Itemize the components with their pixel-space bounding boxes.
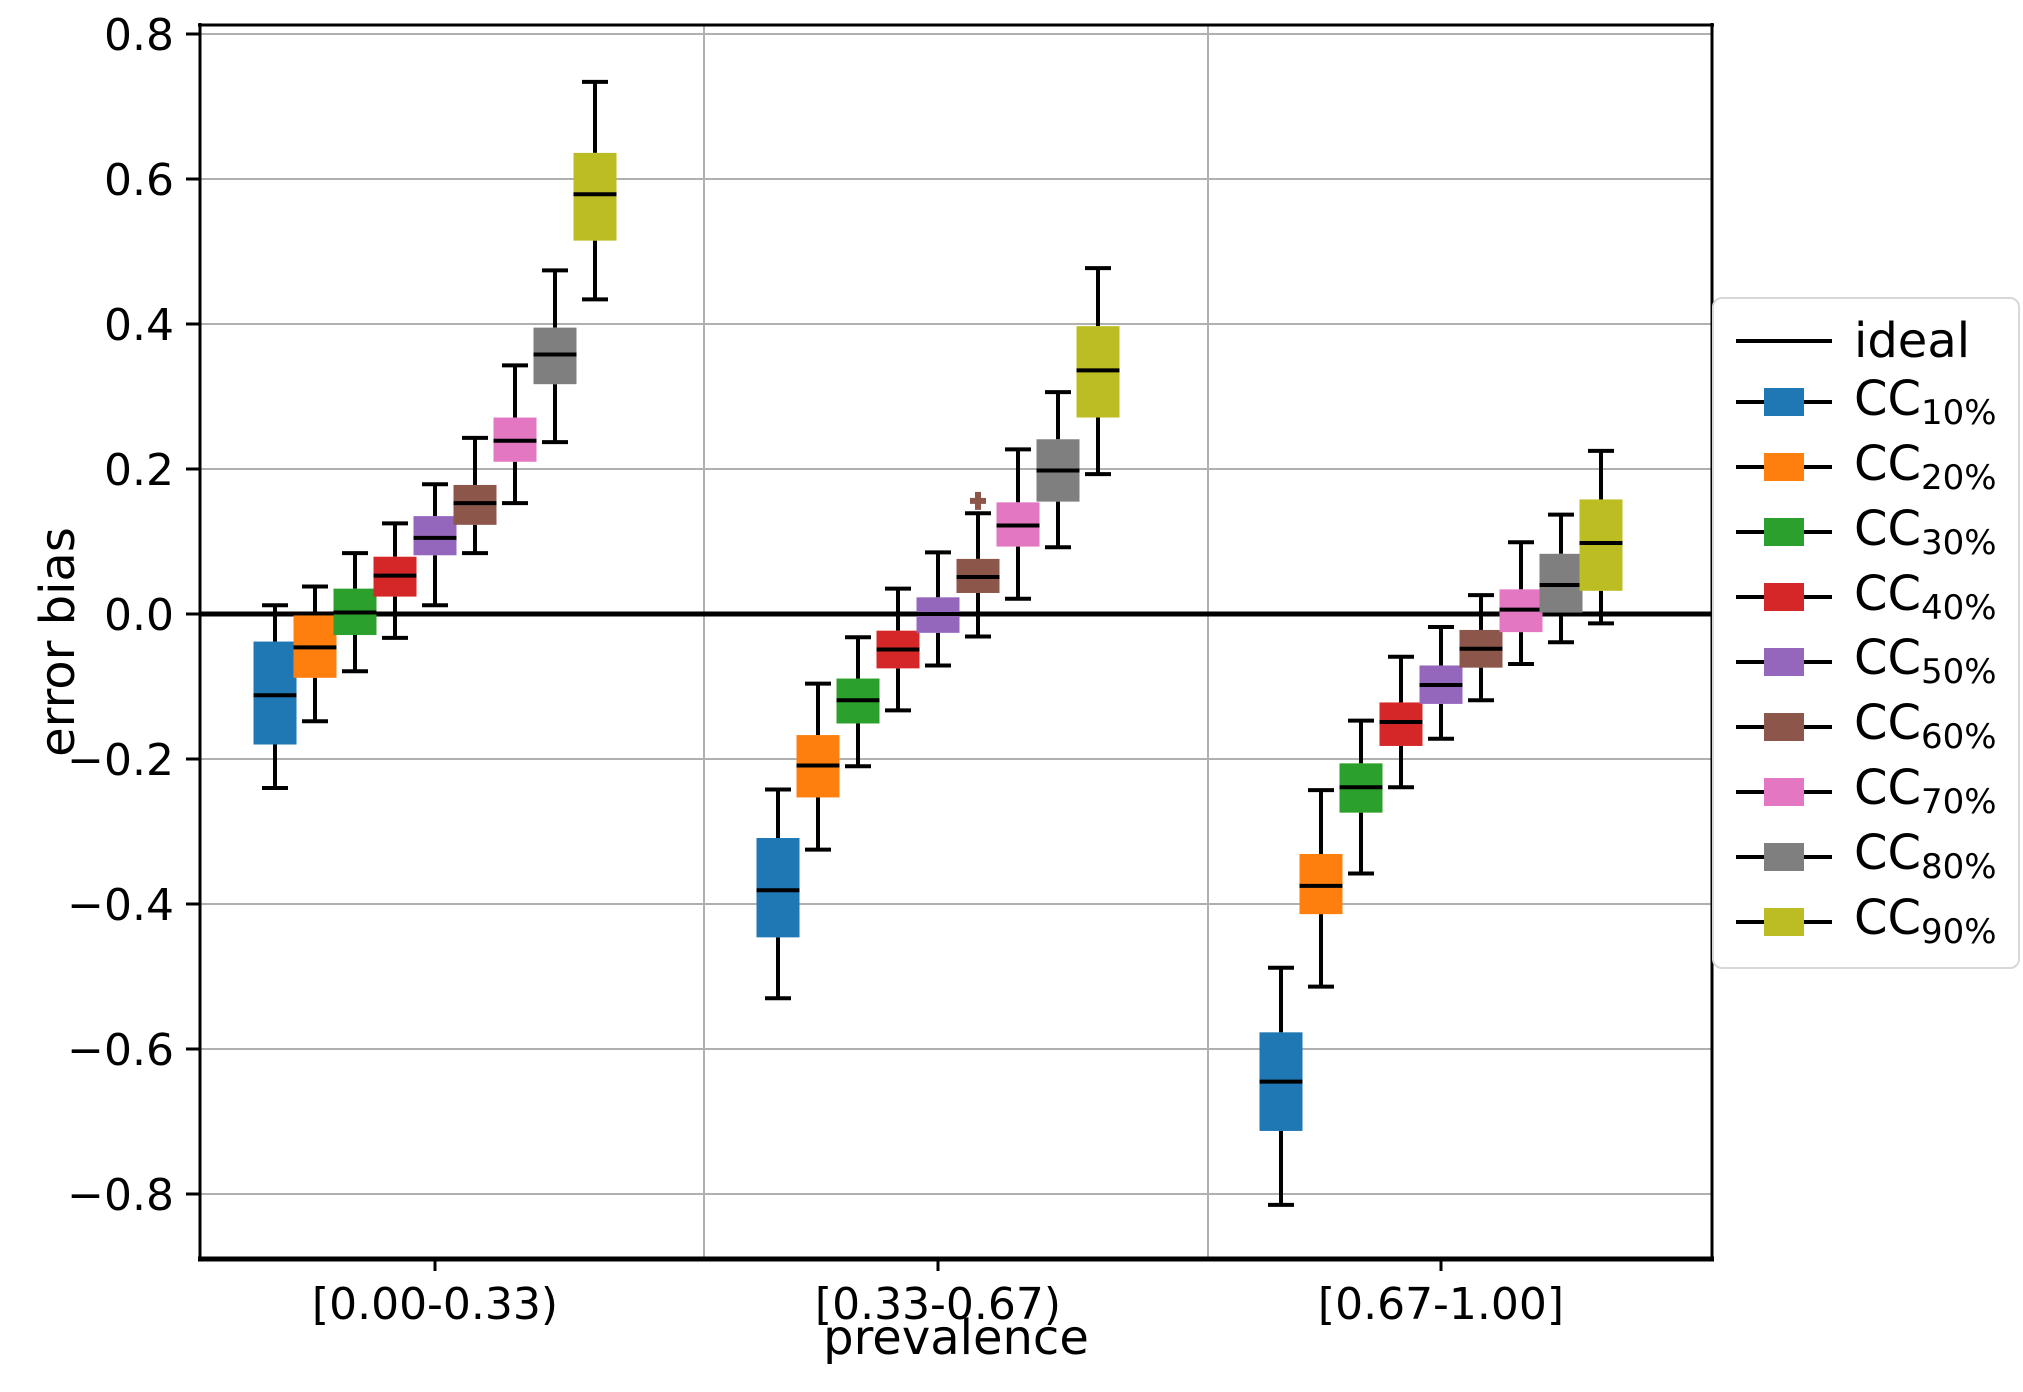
y-tick-label-0.0: 0.0	[104, 590, 174, 641]
legend-box-icon	[1736, 517, 1832, 547]
box-CC_90%-group1	[573, 152, 617, 241]
legend-box-icon	[1736, 452, 1832, 482]
legend-box-icon	[1736, 387, 1832, 417]
legend-line-icon	[1736, 326, 1832, 356]
y-tick-label-−0.8: −0.8	[67, 1170, 174, 1221]
legend-label: CC50%	[1854, 630, 1997, 693]
y-tick-label-−0.4: −0.4	[67, 880, 174, 931]
legend-entry-CC90%: CC90%	[1736, 894, 2012, 949]
box-CC_40%-group3	[1379, 702, 1423, 746]
legend-entry-ideal: ideal	[1736, 317, 2012, 365]
y-tick-label-0.8: 0.8	[104, 10, 174, 61]
y-tick-label-0.4: 0.4	[104, 300, 174, 351]
y-tick-label-−0.6: −0.6	[67, 1025, 174, 1076]
legend-label: CC10%	[1854, 370, 1997, 433]
x-axis-title: prevalence	[823, 1310, 1089, 1366]
legend-label: CC40%	[1854, 565, 1997, 628]
legend-entry-CC80%: CC80%	[1736, 829, 2012, 884]
legend-entry-CC70%: CC70%	[1736, 764, 2012, 819]
legend-entry-CC20%: CC20%	[1736, 440, 2012, 495]
y-tick-label-0.2: 0.2	[104, 445, 174, 496]
legend-box-icon	[1736, 712, 1832, 742]
legend-label: CC80%	[1854, 825, 1997, 888]
legend-entry-CC40%: CC40%	[1736, 570, 2012, 625]
x-tick-label-2: [0.33-0.67)	[815, 1279, 1061, 1330]
legend: ideal CC10% CC20% CC30% CC40% CC50% CC60% CC70%…	[1712, 297, 2020, 969]
box-CC_10%-group2	[756, 838, 800, 938]
legend-entry-CC60%: CC60%	[1736, 699, 2012, 754]
y-axis-title: error bias	[30, 527, 86, 757]
legend-box-icon	[1736, 777, 1832, 807]
box-CC_10%-group1	[253, 641, 297, 745]
legend-label: CC90%	[1854, 890, 1997, 953]
legend-entry-CC10%: CC10%	[1736, 375, 2012, 430]
y-tick-label-−0.2: −0.2	[67, 735, 174, 786]
legend-label: ideal	[1854, 312, 1971, 369]
legend-box-icon	[1736, 907, 1832, 937]
box-CC_90%-group3	[1579, 499, 1623, 591]
legend-box-icon	[1736, 582, 1832, 612]
legend-label: CC30%	[1854, 500, 1997, 563]
legend-label: CC20%	[1854, 435, 1997, 498]
x-tick-label-3: [0.67-1.00]	[1318, 1279, 1564, 1330]
legend-label: CC70%	[1854, 760, 1997, 823]
legend-entry-CC50%: CC50%	[1736, 634, 2012, 689]
legend-label: CC60%	[1854, 695, 1997, 758]
legend-box-icon	[1736, 842, 1832, 872]
legend-entry-CC30%: CC30%	[1736, 505, 2012, 560]
legend-box-icon	[1736, 647, 1832, 677]
box-CC_50%-group1	[413, 516, 457, 556]
y-tick-label-0.6: 0.6	[104, 155, 174, 206]
x-tick-label-1: [0.00-0.33)	[312, 1279, 558, 1330]
